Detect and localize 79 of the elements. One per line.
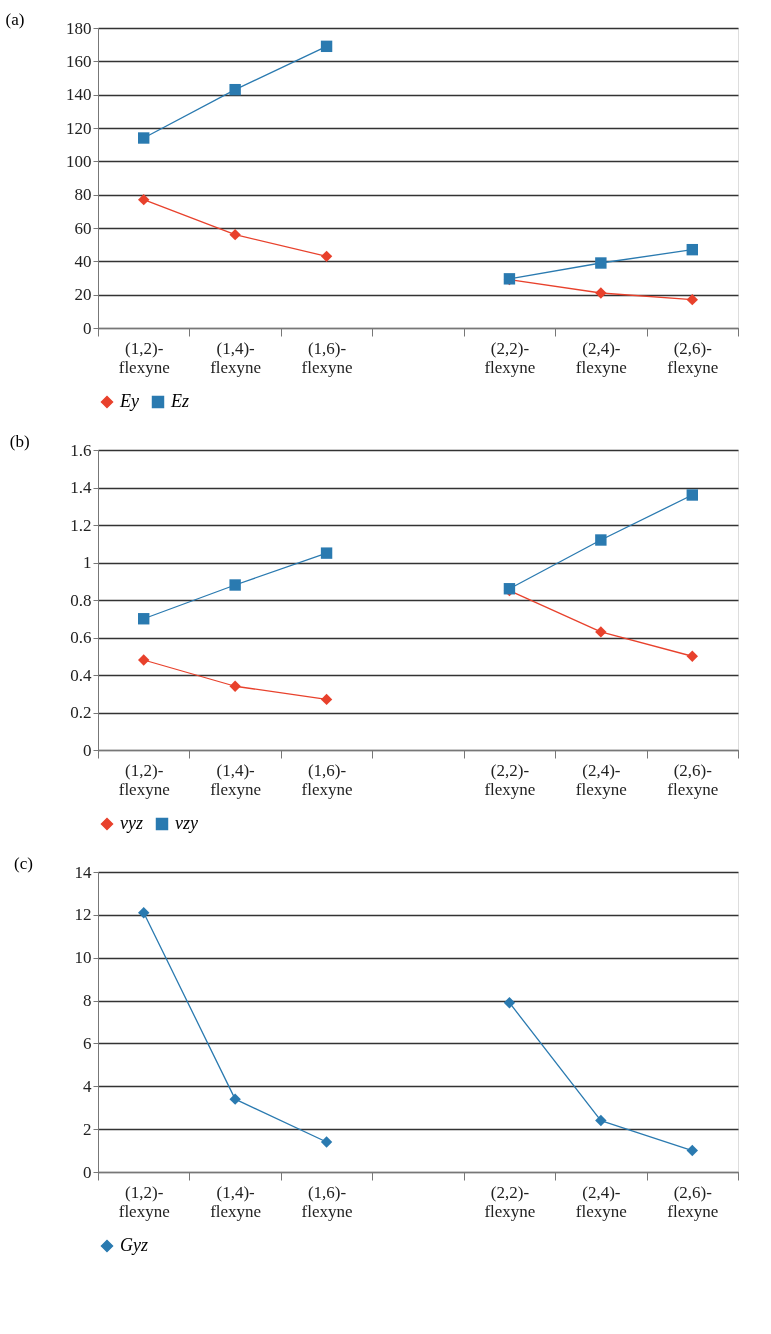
x-tick-label: (1,4)- flexyne [210,760,262,799]
point [320,1136,333,1148]
y-tick-label: 180 [66,18,92,38]
x-tick-label: (1,2)- flexyne [118,1182,170,1221]
y-tick-label: 2 [83,1119,92,1139]
point [686,243,698,256]
y-tick-label: 4 [83,1076,92,1096]
point [595,257,607,269]
point [138,613,150,625]
chart-title: (a) [5,10,25,29]
point [229,680,241,692]
point [595,287,607,299]
x-tick-label: (2,4)- flexyne [575,338,627,377]
point [686,650,698,662]
point [320,547,333,559]
x-tick-label: (2,6)- flexyne [667,760,719,799]
point [138,193,150,206]
y-tick-label: 1.6 [70,440,92,460]
chart-title: (b) [9,432,30,451]
point [686,293,698,306]
y-tick-label: 100 [66,151,92,171]
legend-label: νzy [175,813,198,833]
point [138,132,150,144]
x-tick-label: (2,4)- flexyne [575,760,627,799]
point [229,228,241,241]
y-tick-label: 160 [66,51,92,71]
y-tick-label: 0.2 [70,703,92,722]
x-tick-label: (2,2)- flexyne [484,338,536,377]
x-tick-label: (1,2)- flexyne [118,760,170,799]
y-tick-label: 14 [74,862,92,882]
y-tick-label: 0.8 [70,590,92,610]
y-tick-label: 140 [66,85,92,105]
point [686,1144,698,1157]
point [229,83,241,96]
y-tick-label: 60 [74,218,92,238]
x-tick-label: (2,6)- flexyne [667,338,719,377]
legend-label: Ez [170,391,189,411]
x-tick-label: (1,6)- flexyne [301,760,353,799]
point [503,997,516,1009]
y-tick-label: 12 [74,905,92,925]
y-tick-label: 1 [83,553,92,572]
point [138,907,150,919]
x-tick-label: (2,4)- flexyne [575,1182,627,1221]
x-tick-label: (1,2)- flexyne [118,338,170,377]
y-tick-label: 0 [83,318,92,338]
x-tick-label: (1,6)- flexyne [301,338,353,377]
y-tick-label: 0 [83,740,92,760]
x-tick-label: (1,4)- flexyne [210,338,262,377]
y-tick-label: 120 [66,118,92,138]
point [595,626,607,638]
point [320,250,333,263]
x-tick-label: (2,2)- flexyne [484,1182,536,1221]
y-tick-label: 80 [74,185,92,205]
y-tick-label: 1.2 [70,515,92,535]
point [320,693,333,706]
y-tick-label: 0.4 [70,665,92,685]
point [229,1093,241,1105]
point [320,40,333,53]
x-tick-label: (2,2)- flexyne [484,760,536,799]
y-tick-label: 6 [83,1033,92,1053]
point [229,579,241,591]
legend-label: νyz [120,813,143,833]
x-tick-label: (1,4)- flexyne [210,1182,262,1221]
legend-label: Gyz [120,1235,148,1255]
legend-label: Ey [119,391,139,411]
x-tick-label: (2,6)- flexyne [667,1182,719,1221]
point [138,654,150,666]
chart-title: (c) [14,854,33,873]
y-tick-label: 0 [83,1162,92,1182]
point [595,1114,607,1127]
y-tick-label: 20 [74,285,92,305]
y-tick-label: 10 [74,948,92,968]
point [595,534,607,546]
y-tick-label: 40 [74,251,92,271]
y-tick-label: 1.4 [70,478,92,497]
point [686,489,698,501]
x-tick-label: (1,6)- flexyne [301,1182,353,1221]
y-tick-label: 0.6 [70,628,92,647]
y-tick-label: 8 [83,991,92,1011]
